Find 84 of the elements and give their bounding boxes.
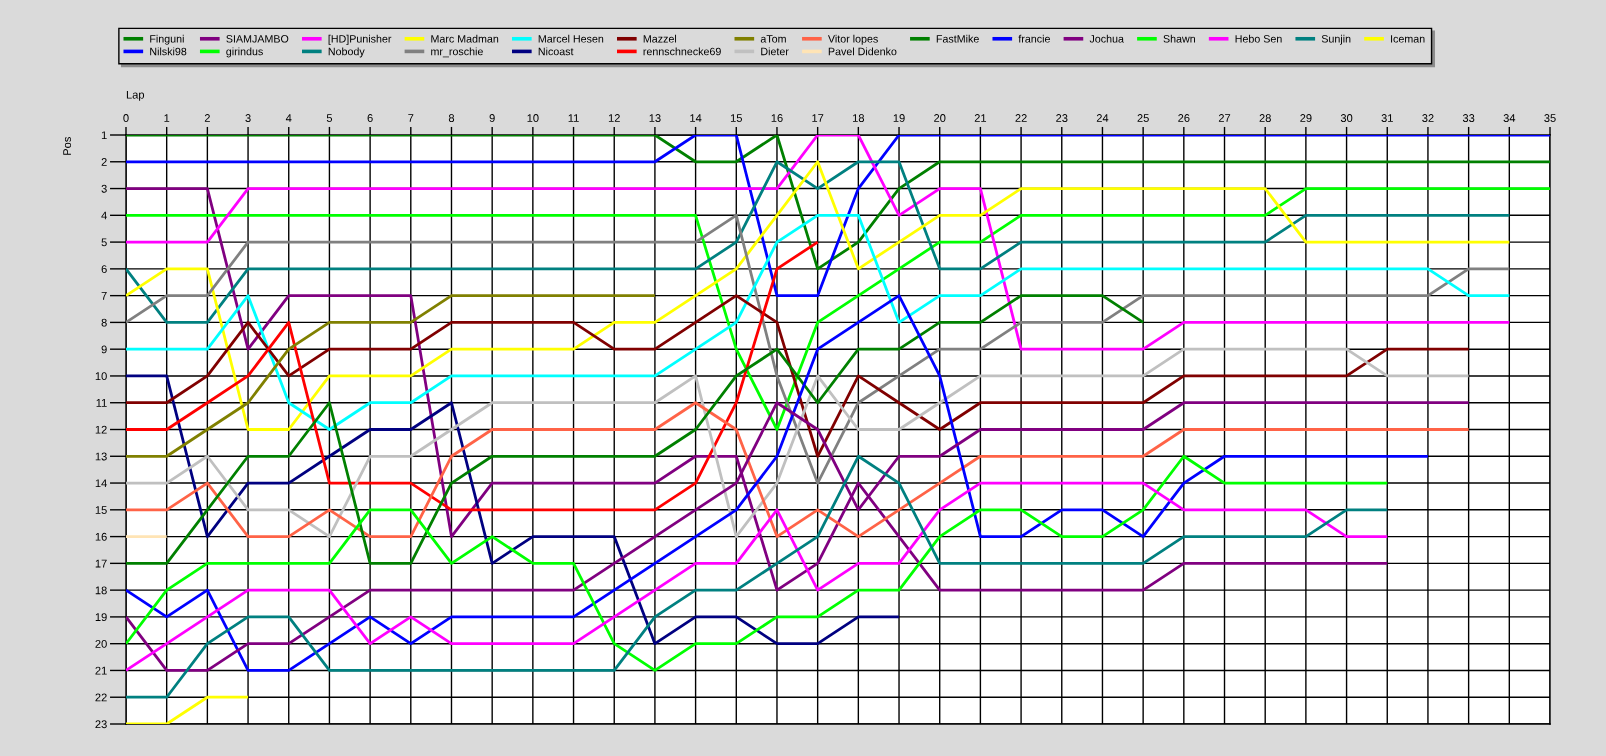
x-tick-label: 20: [934, 114, 946, 122]
x-tick-label: 7: [408, 114, 414, 122]
x-tick-label: 27: [1218, 114, 1231, 122]
y-tick-label: 20: [95, 639, 107, 648]
y-tick-label: 11: [96, 399, 107, 407]
x-tick-label: 8: [448, 114, 455, 122]
x-tick-label: 18: [853, 114, 865, 122]
y-tick-label: 1: [101, 131, 107, 140]
y-tick-label: 21: [95, 666, 107, 675]
x-tick-label: 31: [1381, 114, 1393, 122]
y-tick-label: 8: [101, 318, 107, 327]
y-tick-label: 12: [95, 425, 107, 434]
legend-label: aTom: [760, 35, 786, 43]
y-tick-label: 16: [95, 532, 107, 541]
legend-label: Finguni: [150, 34, 184, 45]
legend-label: Pavel Didenko: [828, 47, 897, 56]
legend-label: Nilski98: [150, 47, 187, 56]
x-tick-label: 17: [812, 114, 824, 122]
y-tick-label: 9: [101, 345, 107, 354]
x-tick-label: 25: [1137, 114, 1149, 122]
x-tick-label: 12: [608, 114, 620, 122]
legend-label: francie: [1018, 34, 1050, 43]
y-tick-label: 18: [95, 586, 107, 595]
legend-label: Jochua: [1089, 34, 1124, 43]
legend-label: [HD]Punisher: [328, 34, 392, 45]
y-tick-label: 22: [95, 693, 107, 702]
legend-label: mr_roschie: [431, 47, 483, 58]
y-tick-label: 15: [95, 506, 107, 514]
x-tick-label: 4: [285, 114, 292, 122]
legend-label: Marc Madman: [431, 34, 499, 43]
x-tick-label: 28: [1259, 114, 1271, 122]
legend-label: Sunjin: [1321, 34, 1351, 45]
y-tick-label: 4: [101, 211, 107, 220]
legend-label: FastMike: [936, 34, 979, 43]
x-tick-label: 19: [893, 114, 905, 122]
y-tick-label: 2: [101, 158, 107, 166]
x-tick-label: 6: [367, 114, 373, 122]
y-tick-label: 6: [101, 265, 107, 273]
y-tick-label: 7: [101, 292, 107, 300]
x-tick-label: 13: [649, 114, 661, 122]
legend-label: Dieter: [761, 47, 789, 56]
y-tick-label: 3: [101, 184, 107, 193]
x-tick-label: 3: [245, 114, 251, 122]
legend-label: rennschnecke69: [643, 47, 721, 56]
x-tick-label: 24: [1096, 114, 1109, 122]
legend-label: Hebo Sen: [1235, 34, 1282, 43]
x-tick-label: 1: [164, 114, 170, 122]
y-tick-label: 19: [95, 613, 107, 622]
legend-label: girindus: [226, 47, 263, 58]
legend-label: Marcel Hesen: [538, 34, 604, 43]
x-tick-label: 10: [527, 114, 539, 122]
x-tick-label: 35: [1544, 114, 1556, 122]
x-tick-label: 26: [1178, 114, 1190, 122]
x-tick-label: 11: [568, 114, 579, 122]
x-tick-label: 22: [1015, 114, 1027, 122]
legend-label: SIAMJAMBO: [226, 35, 289, 43]
legend-label: Nobody: [328, 47, 365, 58]
legend-label: Shawn: [1163, 34, 1195, 43]
legend-label: Mazzel: [643, 34, 677, 43]
x-tick-label: 9: [489, 114, 495, 122]
x-tick-label: 16: [771, 114, 783, 122]
y-tick-label: 5: [101, 238, 107, 247]
legend-label: Iceman: [1391, 35, 1425, 43]
x-tick-label: 30: [1340, 114, 1353, 122]
x-tick-label: 5: [326, 114, 333, 122]
x-axis-title: Lap: [126, 90, 145, 101]
x-tick-label: 21: [974, 114, 987, 122]
y-tick-label: 13: [95, 452, 107, 461]
legend-label: Nicoast: [538, 47, 574, 56]
x-tick-label: 29: [1300, 114, 1312, 122]
y-tick-label: 10: [95, 372, 107, 381]
x-tick-label: 34: [1503, 114, 1516, 122]
y-axis-title: Pos: [63, 137, 72, 155]
x-tick-label: 32: [1422, 114, 1434, 122]
x-tick-label: 33: [1462, 114, 1475, 122]
x-tick-label: 23: [1056, 114, 1068, 122]
x-tick-label: 0: [123, 114, 129, 122]
legend-label: Vitor lopes: [827, 34, 878, 45]
y-tick-label: 14: [95, 479, 107, 488]
x-tick-label: 14: [690, 114, 702, 122]
x-tick-label: 15: [730, 114, 742, 122]
y-tick-label: 23: [95, 720, 107, 729]
y-tick-label: 17: [95, 559, 107, 568]
x-tick-label: 2: [204, 114, 210, 122]
